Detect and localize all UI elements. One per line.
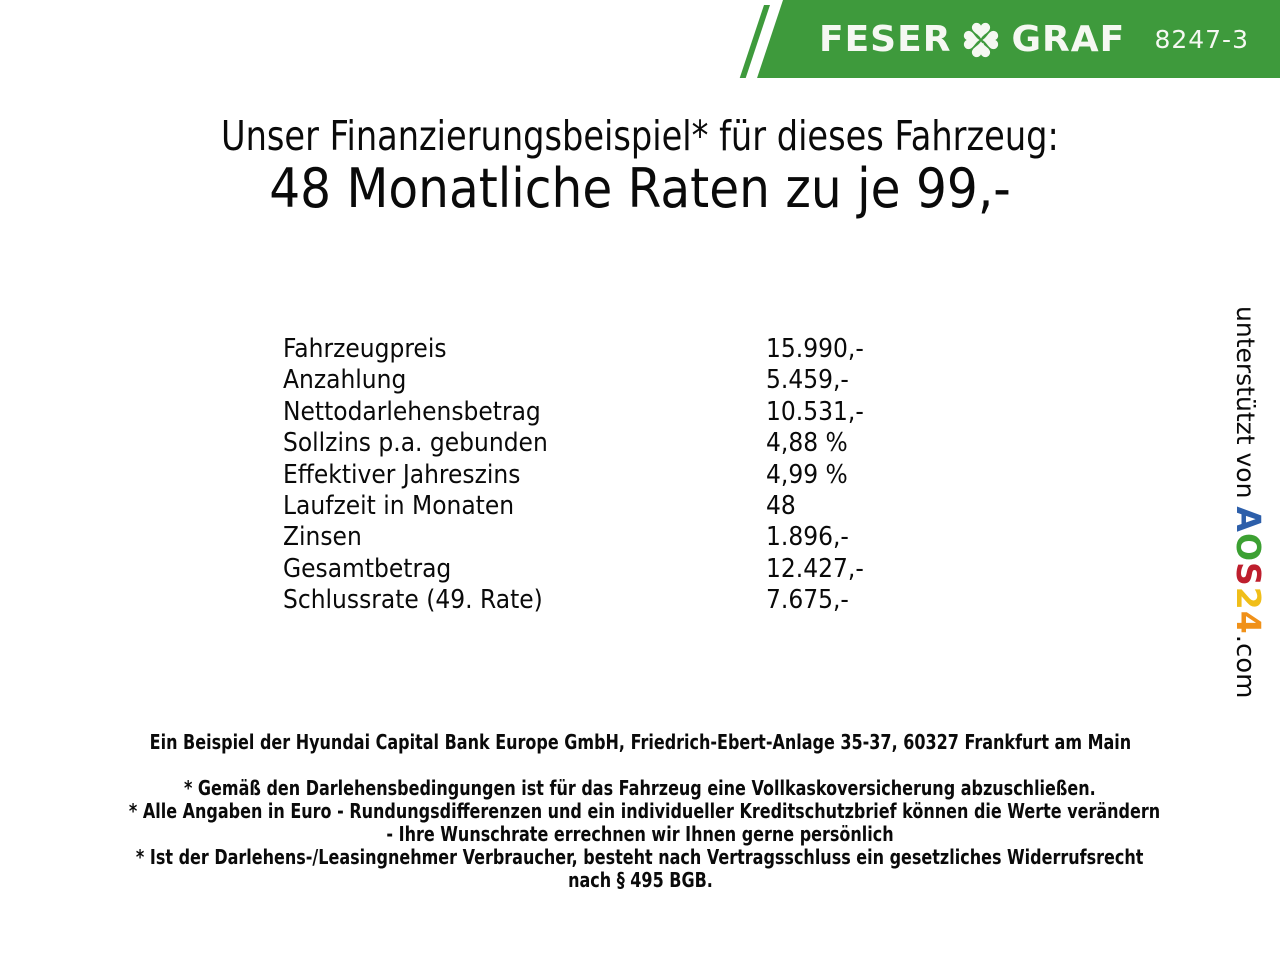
row-label: Effektiver Jahreszins [283, 459, 521, 490]
row-value: 10.531,- [766, 396, 864, 427]
supported-by-vertical-text: unterstützt von AOS24.com [1229, 306, 1268, 699]
footer-line: * Gemäß den Darlehensbedingungen ist für… [184, 776, 1096, 800]
row-value: 4,88 % [766, 428, 848, 459]
aos24-logo-letter: O [1229, 532, 1268, 562]
footer-spacer [0, 754, 1280, 777]
row-label: Zinsen [283, 522, 362, 553]
footer-line: * Alle Angaben in Euro - Rundungsdiffere… [128, 799, 1161, 823]
row-value: 48 [766, 490, 796, 521]
footer-legal-text: Ein Beispiel der Hyundai Capital Bank Eu… [0, 731, 1280, 892]
aos24-logo-letter: A [1229, 506, 1268, 533]
table-row: Effektiver Jahreszins 4,99 % [283, 459, 848, 491]
row-value: 15.990,- [766, 334, 864, 364]
row-label: Nettodarlehensbetrag [283, 396, 541, 427]
brand-banner: FESER GRAF 8247-3 [739, 0, 1280, 78]
row-value: 7.675,- [766, 585, 849, 616]
row-label: Sollzins p.a. gebunden [283, 428, 548, 459]
table-row: Gesamtbetrag 12.427,- [283, 553, 864, 585]
row-label: Anzahlung [283, 365, 407, 396]
footer-line: Ein Beispiel der Hyundai Capital Bank Eu… [149, 730, 1131, 754]
row-label: Gesamtbetrag [283, 553, 452, 584]
headline-line2: 48 Monatliche Raten zu je 99,- [269, 157, 1011, 220]
brand-logo: FESER GRAF [819, 0, 1125, 78]
table-row: Sollzins p.a. gebunden 4,88 % [283, 428, 848, 459]
aos24-domain-suffix: .com [1230, 634, 1260, 699]
table-row: Zinsen 1.896,- [283, 522, 849, 553]
brand-word-left: FESER [819, 18, 952, 60]
headline-line1: Unser Finanzierungsbeispiel* für dieses … [221, 112, 1059, 160]
row-value: 12.427,- [766, 553, 864, 584]
row-label: Schlussrate (49. Rate) [283, 585, 543, 616]
aos24-logo-letter: 2 [1229, 586, 1268, 611]
table-row: Laufzeit in Monaten 48 [283, 490, 796, 522]
financing-table: Fahrzeugpreis 15.990,- Anzahlung 5.459,-… [283, 334, 864, 617]
row-value: 4,99 % [766, 459, 848, 490]
row-label: Laufzeit in Monaten [283, 490, 515, 521]
aos24-logo-letter: 4 [1229, 610, 1268, 635]
footer-line: nach § 495 BGB. [567, 868, 713, 892]
table-row: Schlussrate (49. Rate) 7.675,- [283, 585, 849, 616]
supported-by-label: unterstützt von [1231, 306, 1260, 507]
reference-code: 8247-3 [1154, 24, 1249, 54]
row-value: 5.459,- [766, 365, 849, 396]
brand-word-right: GRAF [1011, 18, 1126, 60]
table-row: Fahrzeugpreis 15.990,- [283, 334, 864, 365]
aos24-logo-letter: S [1229, 562, 1268, 587]
table-row: Anzahlung 5.459,- [283, 365, 849, 396]
row-value: 1.896,- [766, 522, 849, 553]
footer-line: * Ist der Darlehens-/Leasingnehmer Verbr… [136, 845, 1144, 869]
row-label: Fahrzeugpreis [283, 334, 447, 364]
four-leaf-clover-icon [964, 22, 999, 58]
footer-line: - Ihre Wunschrate errechnen wir Ihnen ge… [386, 822, 894, 846]
table-row: Nettodarlehensbetrag 10.531,- [283, 396, 864, 428]
